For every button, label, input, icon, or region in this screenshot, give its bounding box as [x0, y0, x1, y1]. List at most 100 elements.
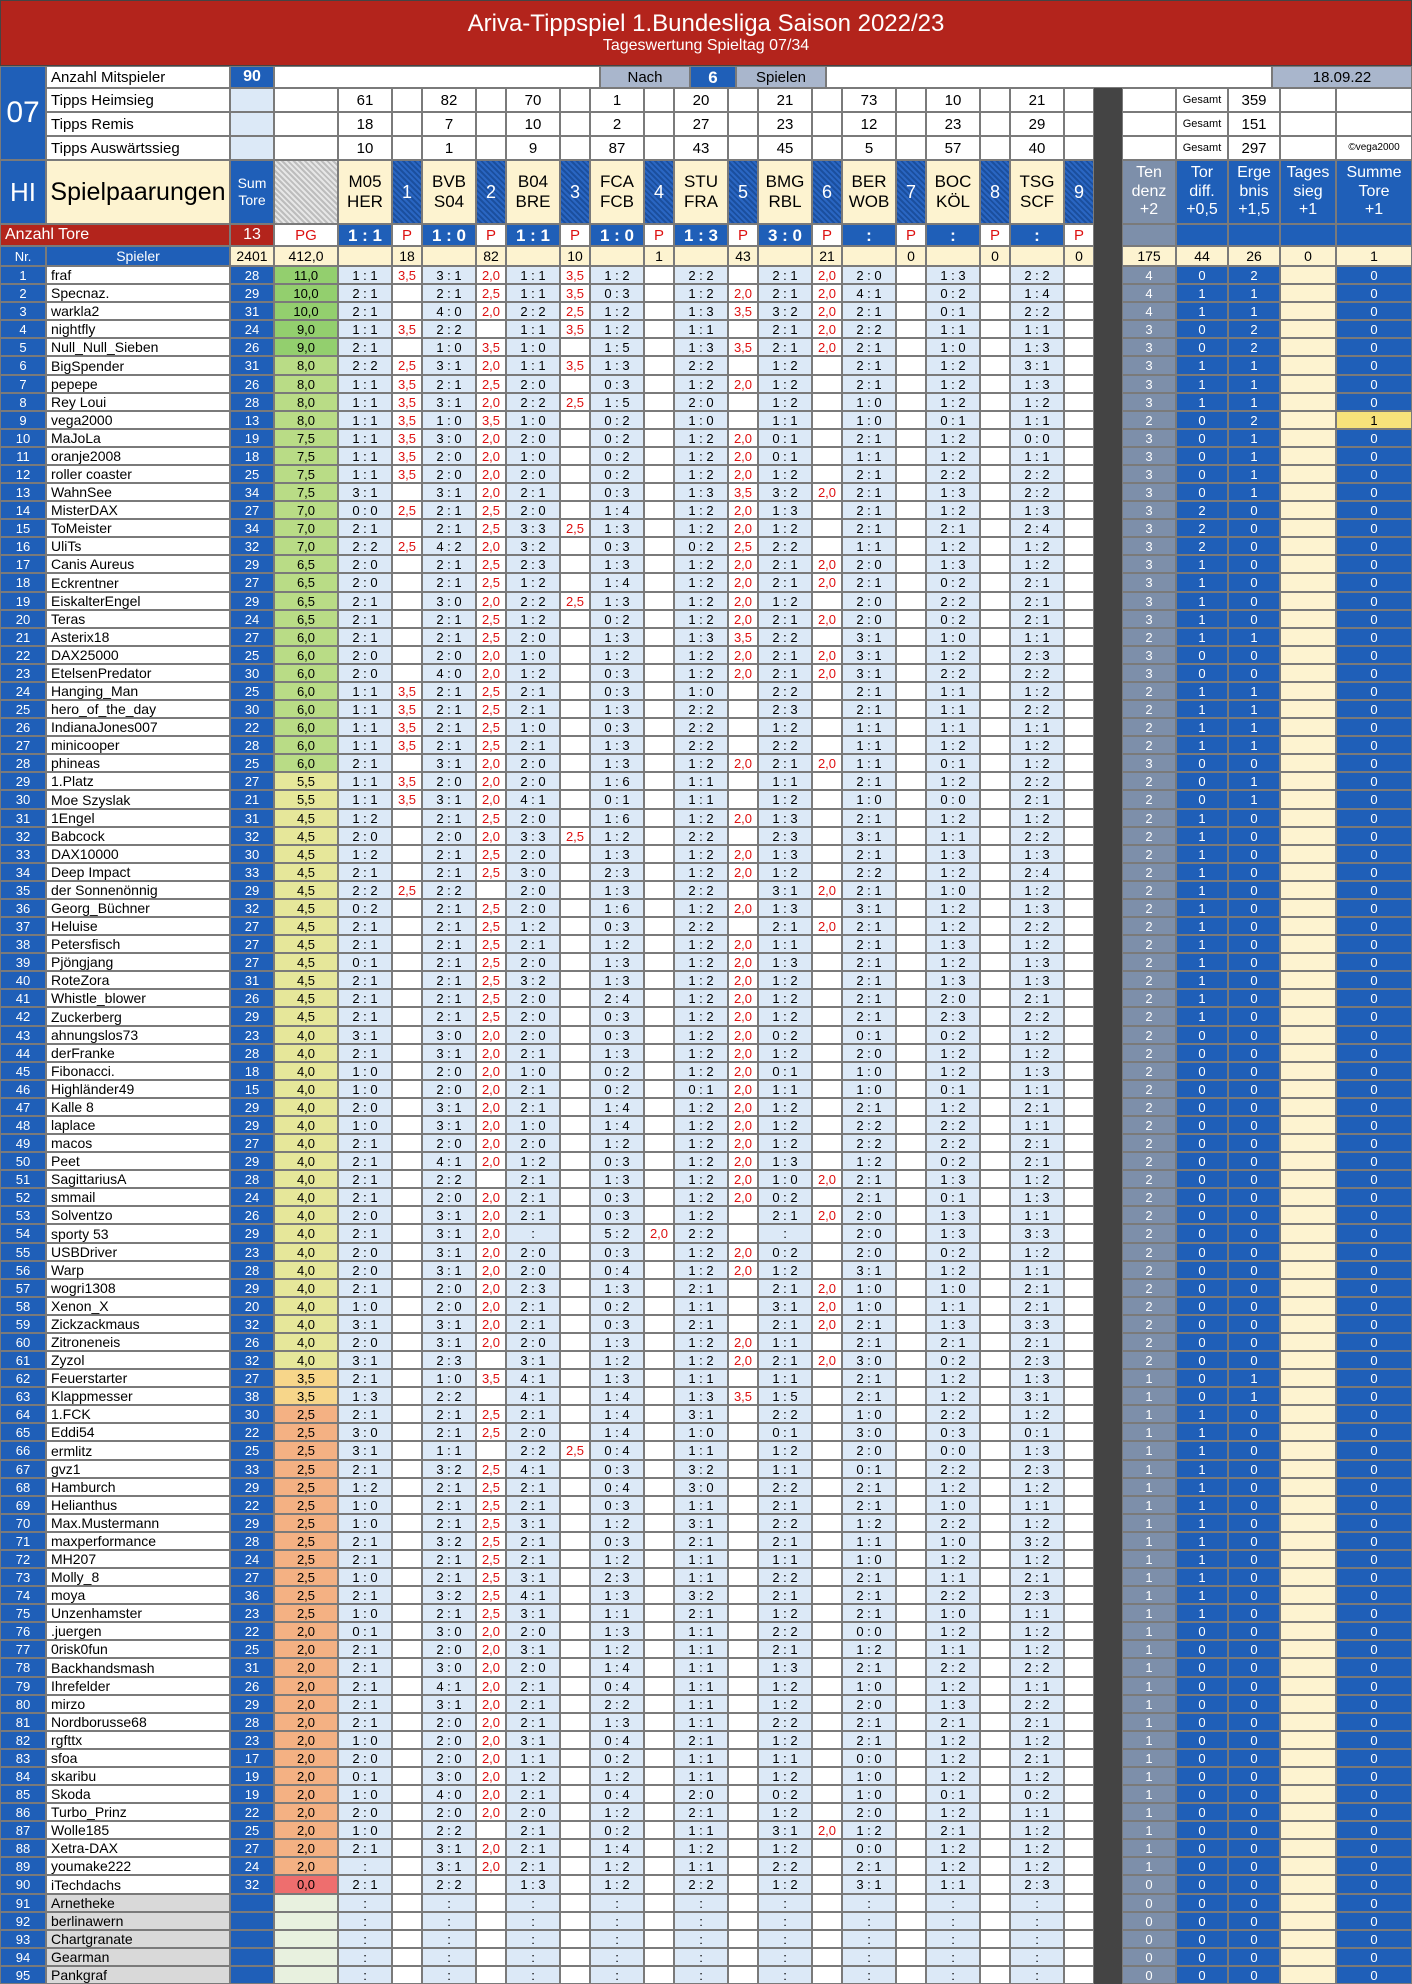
- team-away: BRE: [515, 192, 551, 211]
- tip-points: [812, 1460, 842, 1478]
- player-stat: 1: [1176, 284, 1228, 302]
- tips-blank: [1122, 88, 1176, 112]
- player-tip: 1 : 2: [926, 1857, 980, 1875]
- player-points: 4,5: [274, 899, 338, 917]
- player-tip: 2 : 1: [506, 682, 560, 700]
- player-tip: 2 : 0: [338, 664, 392, 682]
- player-tip: 2 : 1: [758, 664, 812, 682]
- tip-points: [644, 1441, 674, 1460]
- tip-points: [812, 1080, 842, 1098]
- tip-points: [896, 1405, 926, 1423]
- player-tip: 1 : 2: [1010, 935, 1064, 953]
- row-number: 87: [0, 1821, 46, 1839]
- tip-points: 2,5: [476, 610, 506, 628]
- player-stat: [1280, 772, 1336, 790]
- player-stat: 2: [1228, 411, 1280, 429]
- player-stat: 0: [1176, 1224, 1228, 1243]
- tip-points: [644, 790, 674, 809]
- tip-points: 2,0: [728, 555, 758, 573]
- tip-points: [1064, 375, 1094, 393]
- player-tip: 1 : 2: [926, 1622, 980, 1640]
- player-stat: [1280, 1224, 1336, 1243]
- tip-points: [728, 1460, 758, 1478]
- player-stat: 1: [1122, 1695, 1176, 1713]
- player-tip: 1 : 2: [674, 1243, 728, 1261]
- player-tip: 2 : 2: [1010, 664, 1064, 682]
- tip-points: [392, 1550, 422, 1568]
- tip-points: [728, 1912, 758, 1930]
- row-number: 3: [0, 302, 46, 320]
- player-tip: 2 : 1: [338, 302, 392, 320]
- player-tip: 2 : 0: [422, 1803, 476, 1821]
- player-tip: 2 : 1: [758, 754, 812, 772]
- tips-count: 87: [590, 136, 644, 160]
- tip-points: [980, 356, 1010, 375]
- player-stat: 0: [1176, 1170, 1228, 1188]
- tip-points: [896, 917, 926, 935]
- summary-sum: 2401: [230, 246, 274, 266]
- player-stat: 1: [1176, 628, 1228, 646]
- player-tip: 2 : 1: [422, 917, 476, 935]
- row-number: 85: [0, 1785, 46, 1803]
- player-points: 4,0: [274, 1080, 338, 1098]
- player-tip: 2 : 1: [422, 555, 476, 573]
- player-tip: 1 : 2: [926, 1677, 980, 1695]
- tip-points: [812, 1966, 842, 1984]
- player-tip: 4 : 0: [422, 1785, 476, 1803]
- player-tip: 3 : 0: [422, 1658, 476, 1677]
- player-points: 7,0: [274, 519, 338, 537]
- player-tip: :: [590, 1930, 644, 1948]
- tips-count: 23: [926, 112, 980, 136]
- player-tip: 2 : 0: [842, 1695, 896, 1713]
- player-tip: 1 : 2: [590, 320, 644, 338]
- player-tip: 1 : 0: [338, 1821, 392, 1839]
- tip-points: [812, 393, 842, 411]
- tips-count: 10: [338, 136, 392, 160]
- row-number: 26: [0, 718, 46, 736]
- player-tip: 4 : 0: [422, 302, 476, 320]
- player-stat: [1280, 429, 1336, 447]
- player-stat: [1280, 1460, 1336, 1478]
- player-tip: 3 : 3: [1010, 1224, 1064, 1243]
- player-stat: 0: [1176, 1803, 1228, 1821]
- player-stat: 1: [1176, 971, 1228, 989]
- row-number: 65: [0, 1423, 46, 1441]
- player-stat: 0: [1336, 465, 1412, 483]
- tip-points: [980, 899, 1010, 917]
- tip-points: [728, 1839, 758, 1857]
- player-stat: 1: [1122, 1586, 1176, 1604]
- player-tip: 2 : 0: [338, 1243, 392, 1261]
- player-name: Xenon_X: [46, 1297, 230, 1315]
- player-tip: 1 : 2: [506, 573, 560, 592]
- tip-points: [896, 1532, 926, 1550]
- player-tip: 3 : 2: [758, 483, 812, 501]
- match-teams: BVB S04: [422, 160, 476, 224]
- player-stat: 2: [1122, 628, 1176, 646]
- player-tip: 3 : 1: [338, 1441, 392, 1460]
- tip-points: [980, 1695, 1010, 1713]
- player-tip: 1 : 2: [926, 1062, 980, 1080]
- tip-points: [392, 1441, 422, 1460]
- tips-count: 10: [926, 88, 980, 112]
- player-sum: [230, 1912, 274, 1930]
- tip-points: 2,0: [476, 754, 506, 772]
- tip-points: [1064, 1948, 1094, 1966]
- row-number: 34: [0, 863, 46, 881]
- tip-points: 2,0: [728, 1261, 758, 1279]
- tip-points: 2,0: [476, 302, 506, 320]
- player-tip: 1 : 1: [926, 1568, 980, 1586]
- team-away: KÖL: [935, 192, 971, 211]
- tip-points: [644, 1333, 674, 1351]
- player-tip: 1 : 1: [674, 1658, 728, 1677]
- player-tip: 1 : 1: [1010, 718, 1064, 736]
- player-stat: 0: [1228, 1062, 1280, 1080]
- player-stat: 0: [1336, 447, 1412, 465]
- player-tip: 4 : 1: [506, 1387, 560, 1405]
- player-stat: 0: [1336, 610, 1412, 628]
- player-points: [274, 1894, 338, 1912]
- player-tip: 1 : 2: [674, 429, 728, 447]
- player-sum: 34: [230, 519, 274, 537]
- player-stat: [1280, 1875, 1336, 1894]
- tip-points: 2,0: [812, 284, 842, 302]
- player-stat: 2: [1122, 682, 1176, 700]
